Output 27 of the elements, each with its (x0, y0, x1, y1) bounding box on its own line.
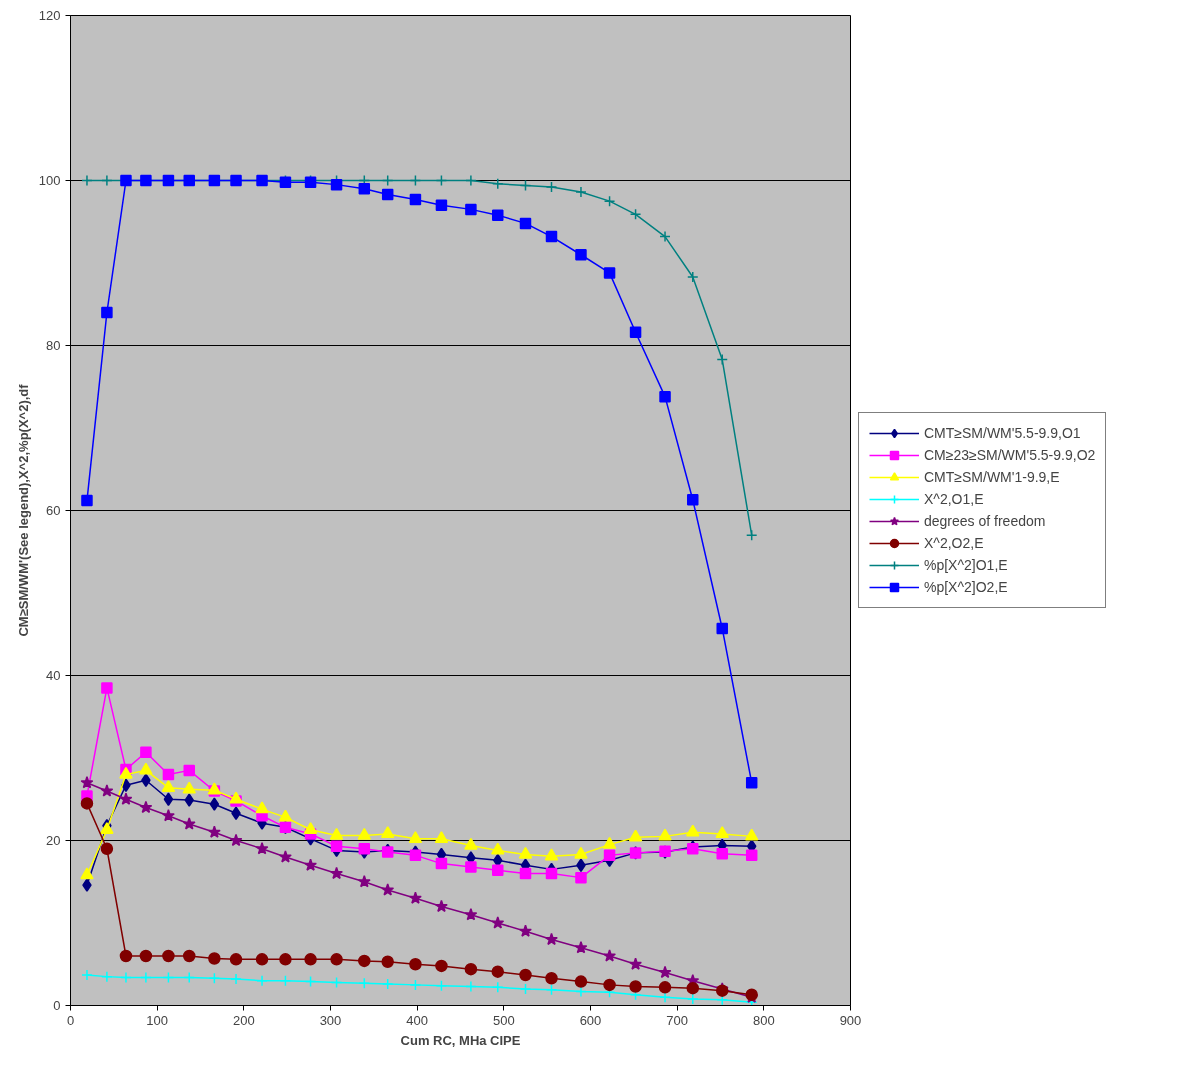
x-tick-label: 800 (752, 1012, 775, 1028)
x-tick-label: 600 (579, 1012, 602, 1028)
x-tick-label: 400 (406, 1012, 429, 1028)
y-tick-label: 60 (46, 503, 61, 518)
y-tick-label: 100 (38, 173, 61, 188)
legend-label: X^2,O2,E (924, 535, 984, 551)
legend-label: %p[X^2]O2,E (924, 579, 1008, 595)
x-tick-label: 700 (666, 1012, 689, 1028)
y-tick-label: 20 (46, 833, 61, 848)
legend-label: CMT≥SM/WM'1-9.9,E (924, 469, 1060, 485)
legend-label: CM≥23≥SM/WM'5.5-9.9,O2 (924, 447, 1096, 463)
legend-label: X^2,O1,E (924, 491, 984, 507)
y-tick-label: 120 (38, 8, 61, 23)
y-tick-label: 40 (46, 668, 61, 683)
legend-label: degrees of freedom (924, 513, 1046, 529)
x-tick-label: 0 (66, 1012, 75, 1028)
x-axis-title: Cum RC, MHa CIPE (400, 1032, 521, 1048)
x-tick-label: 300 (319, 1012, 342, 1028)
y-tick-label: 80 (46, 338, 61, 353)
x-tick-label: 200 (232, 1012, 255, 1028)
y-axis-title: CM≥SM/WM'(See legend),X^2,%p(X^2),df (15, 383, 31, 637)
y-tick-label: 0 (53, 998, 61, 1013)
legend-label: %p[X^2]O1,E (924, 557, 1008, 573)
x-tick-label: 900 (839, 1012, 862, 1028)
x-tick-label: 500 (492, 1012, 515, 1028)
x-tick-label: 100 (146, 1012, 169, 1028)
legend-label: CMT≥SM/WM'5.5-9.9,O1 (924, 425, 1081, 441)
